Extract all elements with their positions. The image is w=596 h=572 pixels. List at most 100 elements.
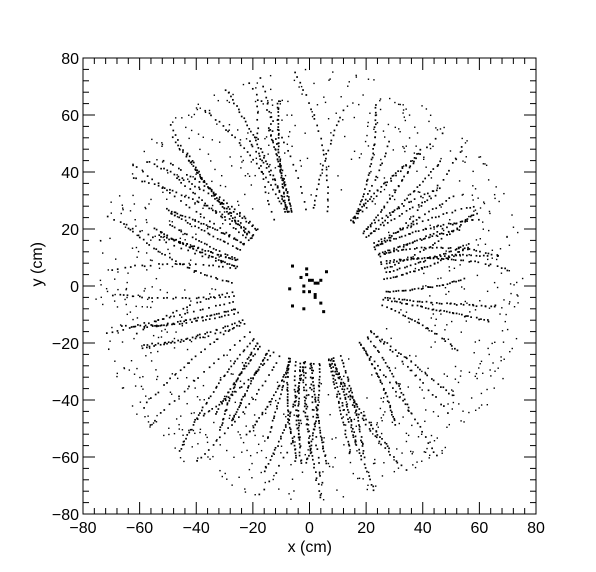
hit-point bbox=[433, 440, 436, 442]
hit-point bbox=[190, 300, 192, 302]
hit-point bbox=[145, 219, 148, 221]
hit-point bbox=[308, 454, 310, 457]
hit-point bbox=[214, 198, 216, 200]
hit-point bbox=[185, 244, 187, 247]
hit-point bbox=[276, 405, 278, 408]
hit-point bbox=[316, 409, 318, 412]
hit-point bbox=[428, 236, 430, 239]
hit-point bbox=[265, 176, 267, 179]
hit-point bbox=[410, 200, 412, 203]
hit-point bbox=[327, 359, 330, 362]
hit-point bbox=[359, 203, 361, 206]
hit-point bbox=[251, 396, 253, 399]
hit-point bbox=[504, 320, 506, 323]
hit-point bbox=[291, 145, 293, 148]
center-hit-point bbox=[299, 275, 303, 279]
hit-point bbox=[184, 232, 186, 235]
hit-point bbox=[290, 498, 292, 500]
hit-point bbox=[159, 289, 162, 291]
hit-point bbox=[271, 130, 274, 132]
hit-point bbox=[381, 251, 384, 254]
hit-point bbox=[279, 169, 282, 172]
hit-point bbox=[147, 415, 149, 417]
hit-point bbox=[426, 199, 429, 202]
hit-point bbox=[208, 254, 211, 257]
hit-point bbox=[121, 204, 124, 206]
hit-point bbox=[414, 374, 417, 377]
hit-point bbox=[427, 327, 429, 330]
hit-point bbox=[119, 324, 122, 326]
hit-point bbox=[378, 252, 381, 255]
hit-point bbox=[284, 376, 287, 379]
hit-point bbox=[211, 408, 214, 410]
hit-point bbox=[200, 456, 203, 459]
hit-point bbox=[231, 323, 234, 326]
hit-point bbox=[419, 378, 421, 381]
hit-point bbox=[216, 199, 219, 202]
hit-point bbox=[399, 103, 401, 106]
hit-point bbox=[377, 244, 380, 247]
hit-point bbox=[223, 207, 226, 210]
hit-point bbox=[297, 432, 300, 435]
hit-point bbox=[436, 231, 439, 233]
hit-point bbox=[451, 394, 454, 397]
hit-point bbox=[233, 416, 235, 418]
hit-point bbox=[199, 309, 202, 311]
hit-point bbox=[224, 330, 227, 332]
hit-point bbox=[429, 147, 432, 150]
hit-point bbox=[464, 142, 467, 144]
hit-point bbox=[106, 215, 109, 218]
hit-point bbox=[219, 203, 222, 206]
hit-point bbox=[346, 387, 349, 390]
hit-point bbox=[313, 466, 315, 469]
x-axis-label: x (cm) bbox=[288, 539, 332, 556]
hit-point bbox=[304, 372, 307, 374]
hit-point bbox=[374, 462, 376, 464]
hit-point bbox=[189, 304, 191, 307]
hit-point bbox=[298, 443, 301, 445]
hit-point bbox=[479, 156, 482, 158]
center-hit-point bbox=[313, 281, 317, 285]
hit-point bbox=[207, 411, 210, 413]
hit-point bbox=[234, 238, 237, 241]
hit-point bbox=[190, 245, 192, 248]
hit-point bbox=[302, 410, 305, 413]
hit-point bbox=[274, 193, 277, 196]
hit-point bbox=[188, 155, 191, 158]
hit-point bbox=[368, 172, 371, 174]
hit-point bbox=[280, 168, 282, 171]
hit-point bbox=[375, 104, 377, 106]
hit-point bbox=[206, 401, 208, 404]
hit-point bbox=[226, 478, 228, 480]
hit-point bbox=[426, 257, 429, 259]
hit-point bbox=[238, 224, 241, 227]
hit-point bbox=[173, 341, 176, 344]
hit-point bbox=[133, 325, 136, 328]
hit-point bbox=[469, 311, 471, 313]
hit-point bbox=[170, 212, 172, 215]
hit-point bbox=[212, 247, 215, 250]
hit-point bbox=[181, 429, 184, 431]
hit-point bbox=[465, 156, 467, 158]
hit-point bbox=[375, 195, 378, 198]
hit-point bbox=[219, 379, 222, 381]
hit-point bbox=[409, 289, 411, 292]
hit-point bbox=[270, 88, 272, 91]
hit-point bbox=[402, 245, 405, 248]
hit-point bbox=[258, 417, 260, 419]
hit-point bbox=[228, 399, 231, 402]
hit-point bbox=[455, 254, 458, 257]
hit-point bbox=[345, 393, 348, 396]
center-hit-point bbox=[319, 301, 323, 305]
hit-point bbox=[256, 105, 258, 108]
hit-point bbox=[450, 302, 452, 305]
hit-point bbox=[419, 238, 422, 240]
hit-point bbox=[168, 238, 170, 241]
hit-point bbox=[179, 214, 182, 217]
hit-point bbox=[131, 173, 134, 175]
hit-point bbox=[285, 208, 288, 211]
hit-point bbox=[379, 190, 382, 193]
hit-point bbox=[224, 185, 227, 188]
hit-point bbox=[500, 359, 502, 362]
hit-point bbox=[277, 111, 280, 113]
